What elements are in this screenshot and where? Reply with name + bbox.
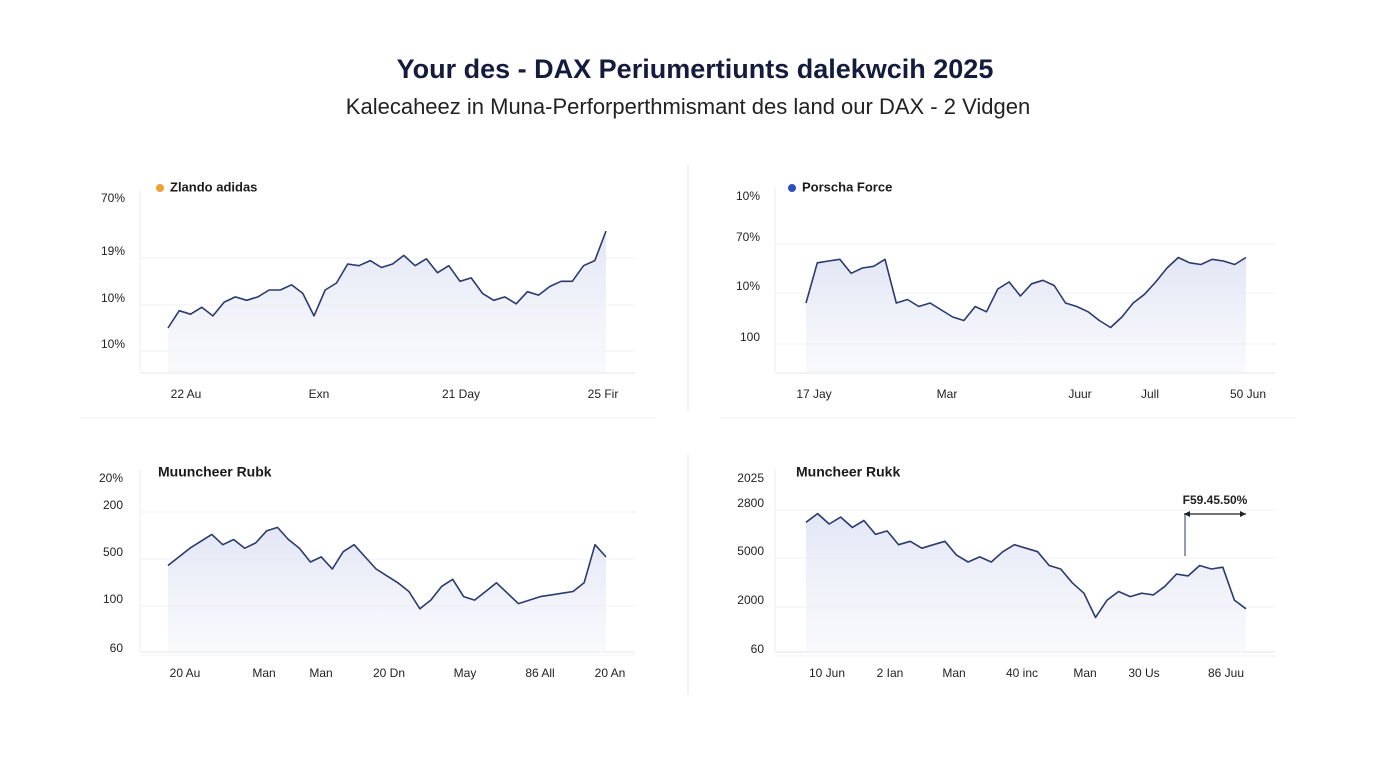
line [805, 256, 1247, 329]
y-tick-label: 100 [740, 330, 760, 344]
y-tick-label: 200 [103, 498, 123, 512]
x-tick-label: 30 Us [1128, 666, 1159, 680]
chart-title: Muncheer Rukk [796, 464, 900, 480]
y-tick-label: 70% [736, 230, 760, 244]
y-tick-label: 70% [101, 191, 125, 205]
page-title: Your des - DAX Periumertiunts dalekwcih … [397, 54, 994, 84]
x-tick-label: 86 All [525, 666, 554, 680]
x-tick-label: Jull [1141, 387, 1159, 401]
x-tick-label: Man [252, 666, 275, 680]
line [167, 526, 607, 610]
x-tick-label: 25 Fir [588, 387, 619, 401]
annotation: F59.45.50% [1183, 493, 1248, 507]
x-tick-label: Man [1073, 666, 1096, 680]
area [168, 527, 606, 652]
x-tick-label: 40 inc [1006, 666, 1038, 680]
x-tick-label: Juur [1068, 387, 1091, 401]
x-tick-label: 20 An [595, 666, 626, 680]
y-tick-label: 10% [101, 337, 125, 351]
y-tick-label: 10% [736, 279, 760, 293]
y-tick-label: 10% [101, 291, 125, 305]
y-tick-label: 19% [101, 244, 125, 258]
legend-marker [156, 184, 164, 192]
legend-marker [788, 184, 796, 192]
y-tick-label: 60 [751, 642, 765, 656]
line [805, 512, 1247, 619]
area [168, 231, 606, 373]
x-tick-label: 2 Ian [877, 666, 904, 680]
x-tick-label: Man [942, 666, 965, 680]
y-tick-label: 2800 [737, 496, 764, 510]
legend-label: Zlando adidas [170, 179, 257, 194]
y-tick-label: 100 [103, 592, 123, 606]
x-tick-label: 21 Day [442, 387, 480, 401]
x-tick-label: Mar [937, 387, 958, 401]
x-tick-label: 50 Jun [1230, 387, 1266, 401]
x-tick-label: 10 Jun [809, 666, 845, 680]
area [806, 257, 1246, 373]
x-tick-label: Man [309, 666, 332, 680]
y-tick-label: 20% [99, 471, 123, 485]
legend-label: Porscha Force [802, 179, 892, 194]
y-tick-label: 2025 [737, 471, 764, 485]
x-tick-label: 20 Dn [373, 666, 405, 680]
y-tick-label: 60 [110, 641, 124, 655]
x-tick-label: 22 Au [171, 387, 202, 401]
area [806, 513, 1246, 652]
line [167, 230, 607, 329]
x-tick-label: Exn [309, 387, 330, 401]
y-tick-label: 2000 [737, 593, 764, 607]
x-tick-label: 17 Jay [796, 387, 831, 401]
x-tick-label: May [454, 666, 477, 680]
x-tick-label: 20 Au [170, 666, 201, 680]
y-tick-label: 10% [736, 189, 760, 203]
chart-title: Muuncheer Rubk [158, 464, 272, 480]
x-tick-label: 86 Juu [1208, 666, 1244, 680]
page-subtitle: Kalecaheez in Muna-Perforperthmismant de… [346, 94, 1030, 119]
y-tick-label: 5000 [737, 544, 764, 558]
y-tick-label: 500 [103, 545, 123, 559]
